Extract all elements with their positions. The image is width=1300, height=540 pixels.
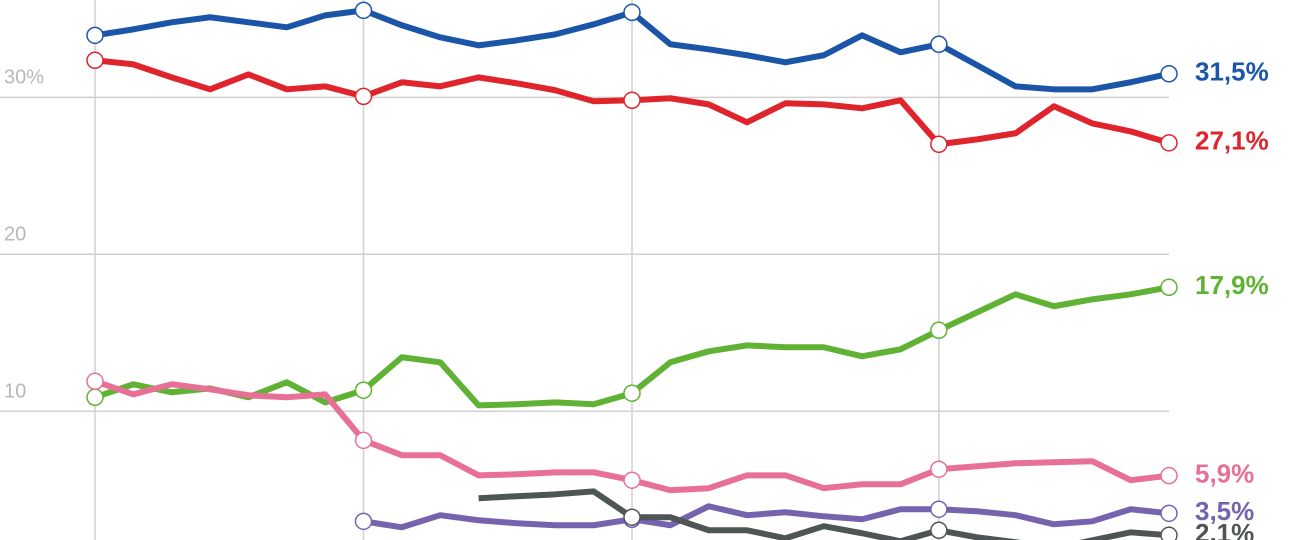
point-marker xyxy=(930,460,948,478)
point-marker xyxy=(930,35,948,54)
end-value-label: 2,1% xyxy=(1195,518,1254,540)
point-marker xyxy=(354,512,373,531)
point-marker xyxy=(86,26,104,45)
y-tick-label: 10 xyxy=(4,380,26,402)
point-marker xyxy=(1160,65,1178,83)
series-line xyxy=(478,488,1170,540)
point-marker xyxy=(930,500,948,518)
point-marker xyxy=(86,388,104,407)
point-marker xyxy=(354,381,373,399)
y-tick-label: 20 xyxy=(4,223,26,245)
point-marker xyxy=(1160,466,1178,485)
point-marker xyxy=(930,135,948,154)
point-marker xyxy=(623,3,641,22)
point-marker xyxy=(623,91,641,110)
y-tick-label: 30% xyxy=(4,66,44,88)
point-marker xyxy=(1160,526,1178,540)
point-marker xyxy=(623,508,641,526)
point-marker xyxy=(623,471,641,489)
point-marker xyxy=(86,51,104,70)
point-marker xyxy=(930,521,948,540)
end-value-label: 3,5% xyxy=(1195,496,1254,526)
lines xyxy=(86,1,1178,540)
point-marker xyxy=(1160,278,1178,297)
end-value-label: 27,1% xyxy=(1195,126,1269,156)
point-marker xyxy=(354,1,373,20)
point-marker xyxy=(354,431,373,450)
end-value-label: 31,5% xyxy=(1195,57,1269,87)
point-marker xyxy=(1160,504,1178,523)
point-marker xyxy=(623,384,641,402)
series-line xyxy=(363,503,1170,531)
point-marker xyxy=(930,321,948,340)
end-value-label: 5,9% xyxy=(1195,459,1254,489)
labels: 31,5% 27,1% 17,9% 5,9% 3,5%2,1% xyxy=(1195,57,1269,540)
end-value-label: 17,9% xyxy=(1195,270,1269,300)
point-marker xyxy=(86,372,104,391)
point-marker xyxy=(1160,134,1178,152)
point-marker xyxy=(354,87,373,106)
